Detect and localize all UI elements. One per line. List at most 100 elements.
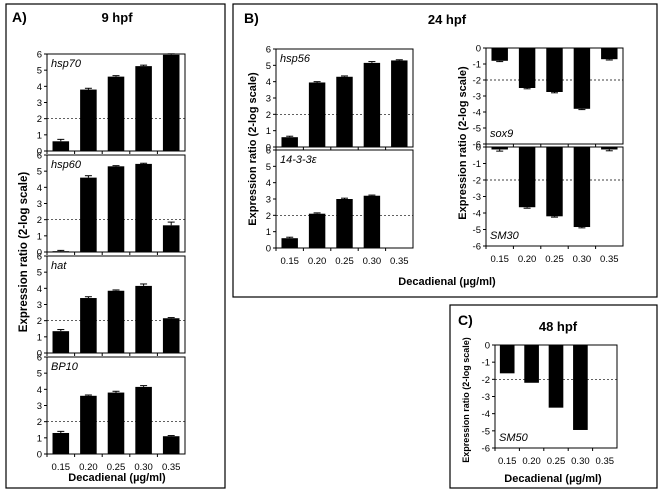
plot-7-ytick-label: -1 — [473, 60, 481, 71]
plot-1-bar — [80, 89, 97, 151]
plot-5-gene-label: hsp56 — [280, 53, 311, 65]
plot-8-ytick-label: -3 — [473, 192, 481, 203]
plot-4-bar — [52, 432, 70, 454]
plot-9-ytick-label: -6 — [482, 444, 490, 455]
panel-a-letter: A) — [12, 9, 27, 25]
plot-8-xtick-label: 0.20 — [518, 254, 537, 265]
plot-6-xtick-label: 0.25 — [335, 256, 354, 267]
plot-7-bar — [573, 48, 591, 109]
plot-6-ytick-label: 5 — [266, 162, 271, 173]
plot-6-ytick-label: 6 — [266, 146, 271, 157]
plot-4-ytick-label: 1 — [37, 433, 42, 444]
plot-9-ytick-label: -5 — [482, 426, 490, 437]
plot-1-ytick-label: 2 — [37, 114, 42, 125]
plot-4-ytick-label: 0 — [37, 450, 42, 461]
plot-4-bar — [135, 386, 152, 454]
plot-6-ytick-label: 3 — [266, 195, 271, 206]
plot-3-ytick-label: 3 — [37, 300, 42, 311]
plot-4-bar — [162, 436, 180, 454]
plot-3-ytick-label: 1 — [37, 332, 42, 343]
plot-3-bar — [107, 290, 125, 353]
plot-5-bar — [308, 82, 326, 147]
plot-4-ytick-label: 4 — [37, 385, 42, 396]
panel-a-xlabel: Decadienal (µg/ml) — [68, 472, 166, 484]
plot-8-ytick-label: -1 — [473, 159, 481, 170]
plot-2-bar — [80, 177, 97, 252]
plot-6-bar — [336, 199, 353, 248]
plot-7-gene-label: sox9 — [490, 128, 513, 140]
plot-7-ytick-label: -3 — [473, 92, 481, 103]
plot-9-bar — [548, 345, 564, 408]
plot-2-gene-label: hsp60 — [51, 159, 82, 171]
plot-5-bar — [363, 62, 381, 148]
plot-8-xtick-label: 0.35 — [600, 254, 619, 265]
plot-3-ytick-label: 4 — [37, 284, 42, 295]
plot-5-bar — [281, 137, 298, 147]
panel-c-frame — [449, 304, 658, 489]
plot-9-bar — [524, 345, 539, 383]
panel-a-ylabel: Expression ratio (2-log scale) — [18, 172, 30, 333]
plot-9-gene-label: SM50 — [499, 432, 529, 444]
plot-6-xtick-label: 0.30 — [363, 256, 382, 267]
plot-7-bar — [601, 48, 618, 60]
plot-9-ytick-label: -4 — [482, 409, 490, 420]
plot-8-ytick-label: -2 — [473, 176, 481, 187]
plot-4-xtick-label: 0.25 — [107, 462, 126, 473]
plot-1-bar — [107, 76, 125, 151]
plot-7-ytick-label: 0 — [476, 44, 481, 55]
plot-2-ytick-label: 5 — [37, 167, 42, 178]
plot-4-ytick-label: 5 — [37, 369, 42, 380]
plot-1-ytick-label: 5 — [37, 66, 42, 77]
plot-6-ytick-label: 1 — [266, 227, 271, 238]
plot-2-ytick-label: 1 — [37, 231, 42, 242]
plot-2-bar — [162, 225, 180, 252]
plot-1-bar — [135, 66, 152, 151]
plot-1-ytick-label: 4 — [37, 82, 42, 93]
plot-4-xtick-label: 0.20 — [79, 462, 98, 473]
panel-b-xlabel: Decadienal (µg/ml) — [398, 276, 496, 288]
plot-3-ytick-label: 6 — [37, 252, 42, 263]
panel-b-title: 24 hpf — [428, 12, 467, 27]
plot-4-xtick-label: 0.30 — [134, 462, 153, 473]
plot-8-bar — [601, 147, 618, 150]
plot-1-ytick-label: 1 — [37, 130, 42, 141]
plot-8-ytick-label: 0 — [476, 143, 481, 154]
plot-5-ytick-label: 1 — [266, 126, 271, 137]
plot-9-xtick-label: 0.20 — [522, 456, 541, 467]
plot-9-xtick-label: 0.25 — [547, 456, 566, 467]
plot-8-xtick-label: 0.30 — [573, 254, 592, 265]
plot-6-ytick-label: 0 — [266, 244, 271, 255]
plot-4-ytick-label: 3 — [37, 401, 42, 412]
plot-1-ytick-label: 0 — [37, 147, 42, 158]
plot-1-gene-label: hsp70 — [51, 58, 82, 70]
plot-8-ytick-label: -5 — [473, 225, 481, 236]
plot-5-ytick-label: 6 — [266, 45, 271, 56]
panel-c-xlabel: Decadienal (µg/ml) — [504, 473, 602, 485]
plot-5-ytick-label: 5 — [266, 61, 271, 72]
plot-4-gene-label: BP10 — [51, 361, 79, 373]
plot-7-ytick-label: -4 — [473, 108, 481, 119]
plot-1-bar — [162, 54, 180, 151]
plot-8-bar — [573, 147, 591, 228]
plot-7-bar — [491, 48, 508, 61]
plot-4-bar — [107, 392, 125, 454]
plot-3-bar — [135, 285, 152, 353]
plot-6-bar — [308, 213, 326, 248]
plots-layer: 0 1 2 3 4 5 6 hsp70 0 1 2 3 4 5 6 hsp60 0 1 2 3 4 5 6 hat 0 1 2 3 4 5… — [37, 44, 624, 473]
plot-6-ytick-label: 4 — [266, 178, 271, 189]
panel-b-letter: B) — [244, 10, 259, 26]
plot-6-ytick-label: 2 — [266, 211, 271, 222]
plot-2-ytick-label: 2 — [37, 215, 42, 226]
plot-1-ytick-label: 6 — [37, 50, 42, 61]
plot-3-bar — [80, 298, 97, 353]
plot-6-bar — [281, 238, 298, 248]
plot-6-xtick-label: 0.35 — [390, 256, 409, 267]
plot-5-bar — [336, 76, 353, 147]
plot-9-bar — [573, 345, 588, 430]
plot-2-ytick-label: 0 — [37, 248, 42, 259]
plot-2-ytick-label: 4 — [37, 183, 42, 194]
plot-9-xtick-label: 0.35 — [596, 456, 615, 467]
plot-3-gene-label: hat — [51, 260, 67, 272]
plot-5-ytick-label: 0 — [266, 143, 271, 154]
